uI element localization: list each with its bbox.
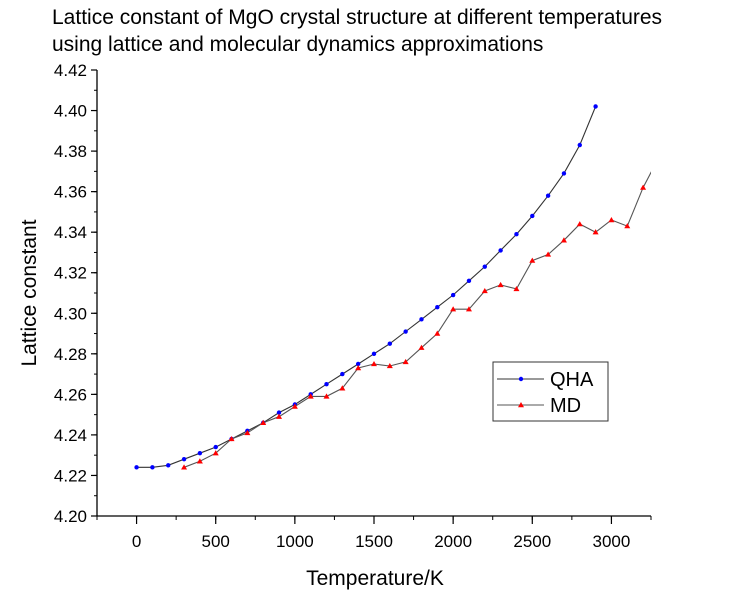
- data-point-md: [212, 450, 219, 456]
- x-tick-label: 0: [132, 532, 141, 551]
- data-point-md: [513, 285, 520, 292]
- data-point-md: [323, 393, 330, 399]
- y-axis: 4.20 4.22 4.24 4.26 4.28 4.30 4.32 4.34 4.36 4.38…: [54, 61, 98, 526]
- data-point-md: [402, 358, 409, 365]
- data-point-qha: [181, 457, 187, 462]
- data-point-qha: [530, 213, 535, 219]
- data-point-md: [260, 419, 267, 425]
- x-tick-label: 1500: [355, 532, 393, 551]
- data-point-qha: [340, 371, 345, 377]
- data-point-md: [291, 403, 298, 409]
- data-point-md: [481, 287, 488, 294]
- data-point-md: [545, 251, 552, 257]
- y-axis-label: Lattice constant: [18, 219, 41, 366]
- series-layer: [134, 104, 662, 470]
- legend: QHA MD: [492, 361, 609, 422]
- legend-label: MD: [550, 395, 581, 417]
- data-point-qha: [213, 444, 218, 450]
- data-point-qha: [498, 248, 503, 253]
- data-point-qha: [466, 278, 472, 284]
- data-point-md: [196, 458, 203, 464]
- data-point-md: [450, 306, 457, 312]
- data-point-qha: [324, 382, 329, 387]
- data-point-qha: [482, 264, 487, 269]
- y-tick-label: 4.38: [54, 142, 87, 161]
- data-point-qha: [561, 171, 567, 176]
- data-point-qha: [150, 465, 155, 470]
- legend-marker: [518, 376, 524, 382]
- data-point-qha: [514, 232, 519, 237]
- data-point-qha: [545, 193, 551, 198]
- chart-title-line-1: Lattice constant of MgO crystal structur…: [52, 6, 663, 29]
- legend-label: QHA: [550, 369, 594, 391]
- data-point-md: [307, 393, 314, 399]
- data-point-md: [339, 385, 346, 391]
- legend-marker: [518, 402, 524, 408]
- data-point-md: [371, 360, 377, 367]
- data-point-md: [656, 154, 662, 159]
- data-point-qha: [450, 292, 456, 298]
- y-tick-label: 4.28: [54, 345, 87, 364]
- data-point-md: [418, 344, 425, 350]
- data-point-md: [276, 413, 283, 419]
- data-point-qha: [355, 361, 361, 367]
- x-tick-label: 2000: [434, 532, 472, 551]
- data-point-qha: [403, 329, 408, 334]
- y-tick-label: 4.24: [54, 426, 87, 445]
- data-point-qha: [419, 317, 424, 322]
- data-point-qha: [276, 410, 282, 415]
- data-point-md: [529, 257, 536, 263]
- y-tick-label: 4.36: [54, 183, 87, 202]
- y-tick-label: 4.42: [54, 61, 87, 80]
- data-point-md: [434, 330, 441, 336]
- x-axis-label: Temperature/K: [306, 567, 444, 590]
- y-tick-label: 4.22: [54, 466, 87, 485]
- x-axis: 0 500 1000 1500 2000 2500 3000: [96, 515, 652, 551]
- data-point-qha: [197, 450, 203, 456]
- series-md: [181, 154, 662, 470]
- data-point-md: [624, 223, 631, 229]
- legend-box: [492, 361, 609, 422]
- y-tick-label: 4.30: [54, 304, 87, 323]
- y-tick-label: 4.20: [54, 507, 87, 526]
- data-point-md: [608, 217, 615, 223]
- y-tick-label: 4.32: [54, 264, 87, 283]
- data-point-qha: [166, 463, 171, 468]
- chart-title-line-2: using lattice and molecular dynamics app…: [52, 33, 544, 56]
- data-point-md: [244, 429, 251, 436]
- x-tick-label: 2500: [513, 532, 551, 551]
- data-point-qha: [134, 465, 139, 470]
- chart-title: Lattice constant of MgO crystal structur…: [52, 4, 662, 58]
- legend-item-md: MD: [497, 395, 581, 417]
- x-tick-label: 500: [202, 532, 230, 551]
- x-tick-label: 1000: [276, 532, 314, 551]
- y-tick-label: 4.34: [54, 223, 87, 242]
- data-point-qha: [435, 304, 440, 310]
- x-tick-label: 3000: [593, 532, 631, 551]
- data-point-qha: [371, 351, 377, 357]
- legend-item-qha: QHA: [497, 369, 594, 391]
- data-point-md: [181, 464, 188, 470]
- data-point-qha: [577, 142, 582, 148]
- data-point-md: [592, 229, 599, 235]
- data-point-md: [640, 184, 647, 190]
- data-point-md: [560, 237, 567, 243]
- y-tick-label: 4.40: [54, 102, 87, 121]
- data-point-qha: [387, 341, 393, 346]
- y-tick-label: 4.26: [54, 385, 87, 404]
- data-point-qha: [593, 104, 598, 109]
- data-point-md: [355, 365, 362, 371]
- series-line-qha: [136, 106, 597, 468]
- data-point-md: [386, 362, 393, 369]
- data-point-md: [576, 221, 583, 227]
- data-point-md: [228, 435, 235, 442]
- data-point-md: [497, 281, 504, 288]
- data-point-md: [465, 306, 472, 312]
